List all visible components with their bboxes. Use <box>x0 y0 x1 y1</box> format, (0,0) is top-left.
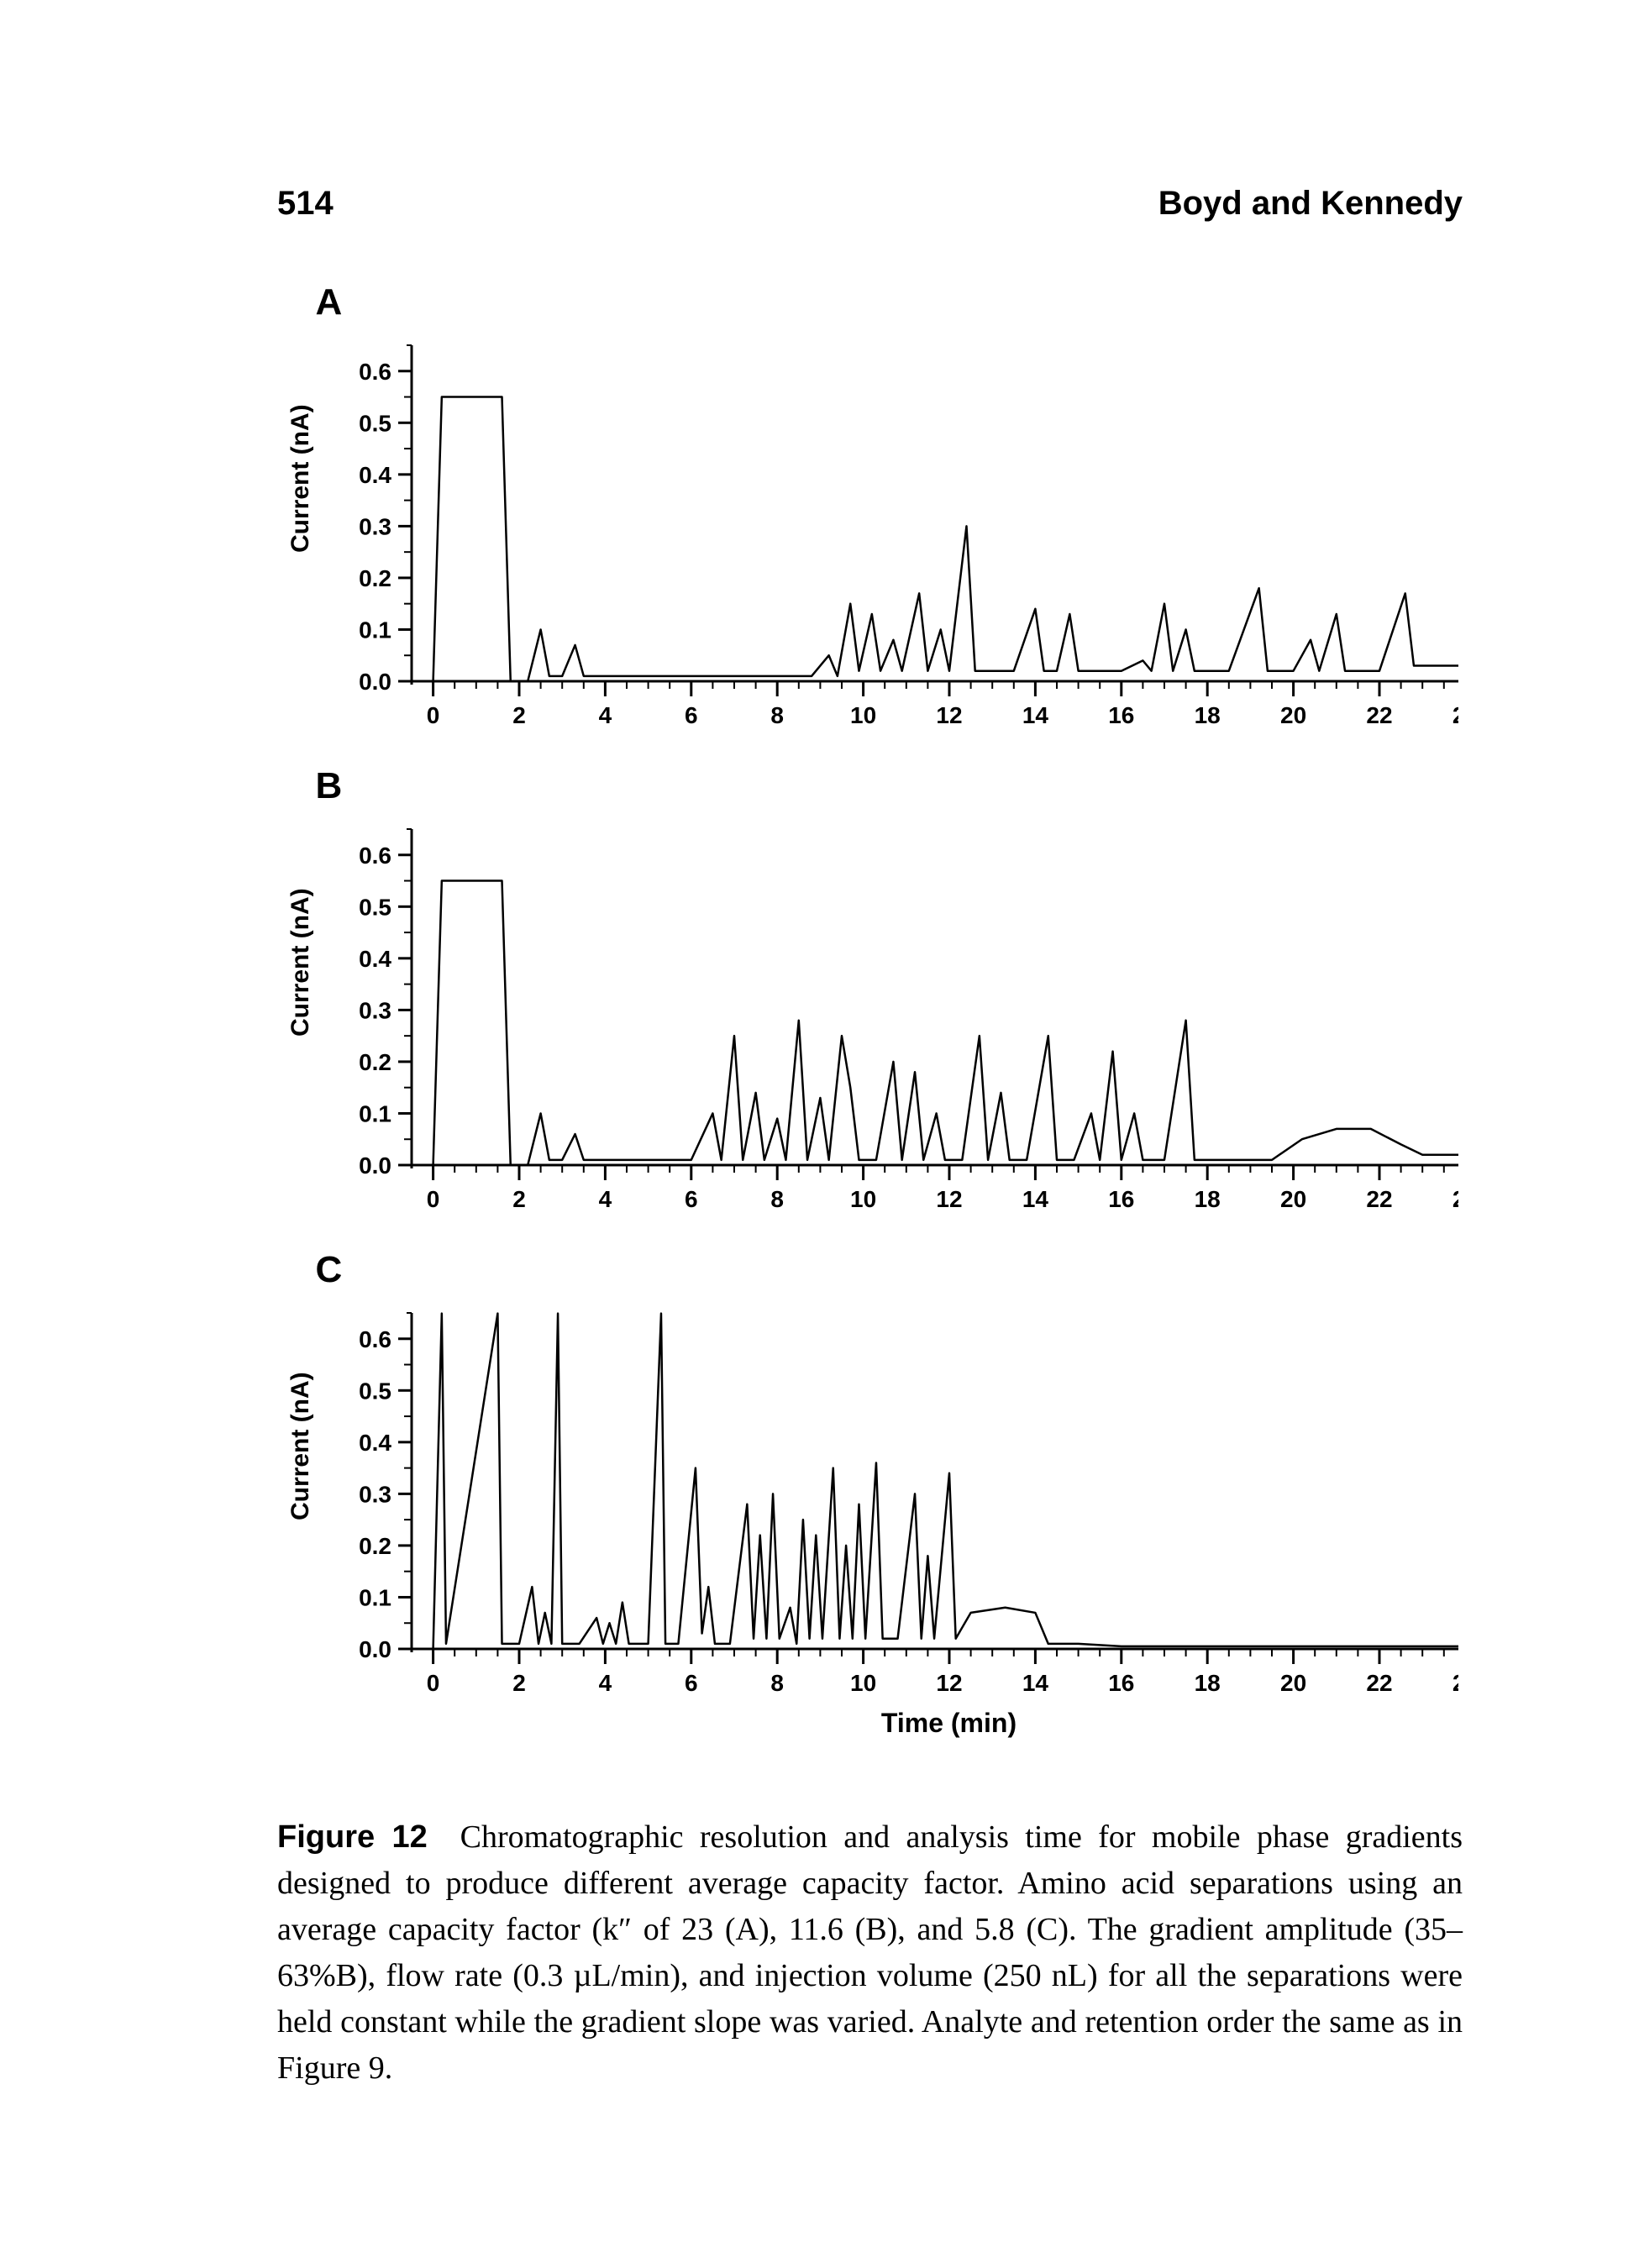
running-head: Boyd and Kennedy <box>1158 185 1463 223</box>
svg-text:0.3: 0.3 <box>359 1481 391 1507</box>
svg-text:12: 12 <box>936 1670 962 1696</box>
page: 514 Boyd and Kennedy A Current (nA) 0.0 0.1… <box>0 0 1639 2268</box>
svg-text:8: 8 <box>770 1186 784 1212</box>
svg-text:0.3: 0.3 <box>359 997 391 1023</box>
svg-text:14: 14 <box>1022 702 1048 728</box>
chromatogram-plot: 0.00.10.20.30.40.50.60246810121416182022… <box>319 328 1458 740</box>
svg-text:0.0: 0.0 <box>359 1636 391 1662</box>
svg-text:0.5: 0.5 <box>359 1378 391 1404</box>
svg-text:4: 4 <box>598 1186 612 1212</box>
chromatogram-plot: 0.00.10.20.30.40.50.60246810121416182022… <box>319 1296 1458 1708</box>
chromatogram-trace <box>420 397 1458 681</box>
svg-text:0: 0 <box>426 1670 439 1696</box>
svg-text:6: 6 <box>685 702 698 728</box>
panel-label: B <box>316 765 1458 807</box>
svg-text:10: 10 <box>850 1670 876 1696</box>
svg-text:2: 2 <box>512 1186 526 1212</box>
svg-text:0.6: 0.6 <box>359 359 391 385</box>
svg-text:18: 18 <box>1194 1186 1220 1212</box>
svg-text:20: 20 <box>1280 1186 1306 1212</box>
panel-label: A <box>316 281 1458 323</box>
chromatogram-panel: CCurrent (nA)0.00.10.20.30.40.50.6024681… <box>282 1249 1458 1739</box>
svg-text:0.6: 0.6 <box>359 843 391 869</box>
svg-text:10: 10 <box>850 702 876 728</box>
plot-wrap: Current (nA)0.00.10.20.30.40.50.60246810… <box>282 812 1458 1224</box>
svg-text:10: 10 <box>850 1186 876 1212</box>
svg-text:0.4: 0.4 <box>359 462 391 488</box>
svg-text:12: 12 <box>936 702 962 728</box>
svg-text:0.1: 0.1 <box>359 1100 391 1126</box>
y-axis-label: Current (nA) <box>286 1483 315 1520</box>
svg-text:24: 24 <box>1452 702 1458 728</box>
svg-text:16: 16 <box>1108 1670 1134 1696</box>
svg-text:6: 6 <box>685 1186 698 1212</box>
panel-label: C <box>316 1249 1458 1291</box>
figure-caption: Figure 12 Chromatographic resolution and… <box>277 1814 1463 2092</box>
svg-text:20: 20 <box>1280 1670 1306 1696</box>
svg-text:4: 4 <box>598 702 612 728</box>
page-number: 514 <box>277 185 334 223</box>
chromatogram-panel: ACurrent (nA)0.00.10.20.30.40.50.6024681… <box>282 281 1458 740</box>
chromatogram-plot: 0.00.10.20.30.40.50.60246810121416182022… <box>319 812 1458 1224</box>
chromatogram-trace <box>420 881 1458 1165</box>
svg-text:12: 12 <box>936 1186 962 1212</box>
svg-text:0.2: 0.2 <box>359 1533 391 1559</box>
svg-text:16: 16 <box>1108 1186 1134 1212</box>
svg-text:22: 22 <box>1366 1186 1392 1212</box>
svg-text:18: 18 <box>1194 702 1220 728</box>
svg-text:0.1: 0.1 <box>359 617 391 643</box>
svg-text:0.0: 0.0 <box>359 1152 391 1179</box>
chromatogram-trace <box>420 1314 1458 1649</box>
svg-text:22: 22 <box>1366 1670 1392 1696</box>
svg-text:14: 14 <box>1022 1670 1048 1696</box>
y-axis-label: Current (nA) <box>286 516 315 553</box>
svg-text:0.5: 0.5 <box>359 410 391 436</box>
svg-text:0.2: 0.2 <box>359 1049 391 1075</box>
x-axis-label: Time (min) <box>282 1708 1487 1739</box>
svg-text:8: 8 <box>770 1670 784 1696</box>
svg-text:0.2: 0.2 <box>359 565 391 591</box>
svg-text:0: 0 <box>426 1186 439 1212</box>
svg-text:22: 22 <box>1366 702 1392 728</box>
figure-panels: ACurrent (nA)0.00.10.20.30.40.50.6024681… <box>282 281 1458 1739</box>
svg-text:0.6: 0.6 <box>359 1326 391 1352</box>
svg-text:16: 16 <box>1108 702 1134 728</box>
svg-text:0.0: 0.0 <box>359 669 391 695</box>
svg-text:6: 6 <box>685 1670 698 1696</box>
y-axis-label: Current (nA) <box>286 1000 315 1037</box>
svg-text:0.4: 0.4 <box>359 1430 391 1456</box>
svg-text:0.4: 0.4 <box>359 946 391 972</box>
svg-text:18: 18 <box>1194 1670 1220 1696</box>
chromatogram-panel: BCurrent (nA)0.00.10.20.30.40.50.6024681… <box>282 765 1458 1224</box>
plot-wrap: Current (nA)0.00.10.20.30.40.50.60246810… <box>282 1296 1458 1708</box>
svg-text:0.5: 0.5 <box>359 894 391 920</box>
figure-caption-label: Figure 12 <box>277 1819 428 1855</box>
plot-wrap: Current (nA)0.00.10.20.30.40.50.60246810… <box>282 328 1458 740</box>
svg-text:24: 24 <box>1452 1670 1458 1696</box>
svg-text:20: 20 <box>1280 702 1306 728</box>
svg-text:0: 0 <box>426 702 439 728</box>
svg-text:4: 4 <box>598 1670 612 1696</box>
svg-text:24: 24 <box>1452 1186 1458 1212</box>
svg-text:0.1: 0.1 <box>359 1584 391 1610</box>
svg-text:2: 2 <box>512 1670 526 1696</box>
svg-text:2: 2 <box>512 702 526 728</box>
page-header: 514 Boyd and Kennedy <box>277 185 1463 223</box>
svg-text:0.3: 0.3 <box>359 513 391 539</box>
svg-text:14: 14 <box>1022 1186 1048 1212</box>
figure-caption-text: Chromatographic resolution and analysis … <box>277 1819 1463 2086</box>
svg-text:8: 8 <box>770 702 784 728</box>
